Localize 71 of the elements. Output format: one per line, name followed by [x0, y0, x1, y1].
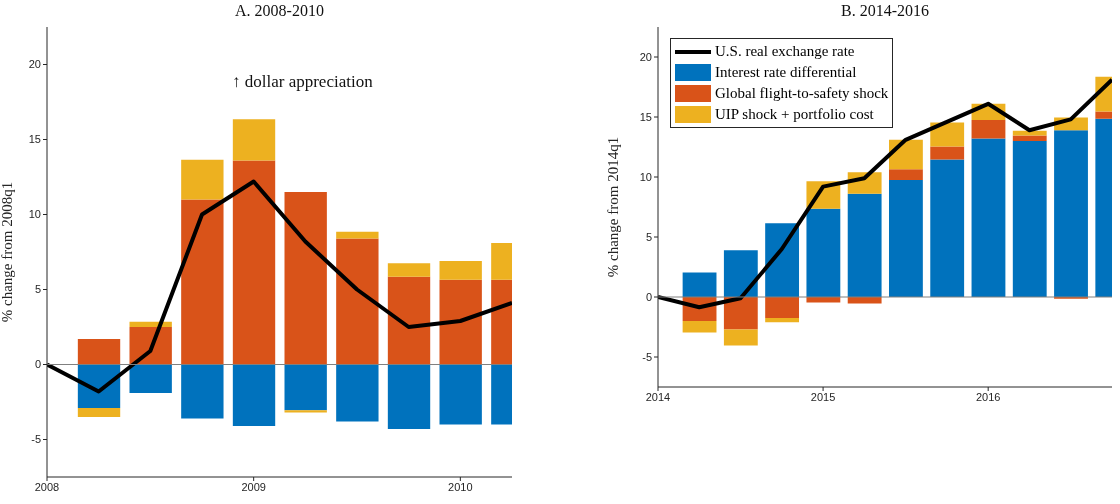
y-axis-title: % change from 2008q1	[0, 181, 16, 323]
bar	[336, 231, 379, 239]
line-series	[658, 77, 1112, 310]
bar	[930, 122, 965, 147]
x-tick-label: 2010	[448, 480, 473, 493]
chart-title: A. 2008-2010	[234, 2, 325, 20]
bar	[387, 364, 431, 429]
bar	[77, 408, 121, 417]
bar	[1012, 141, 1047, 297]
legend-label: U.S. real exchange rate	[715, 43, 855, 60]
bar	[1012, 130, 1047, 136]
bar	[682, 321, 717, 333]
bar	[439, 364, 482, 425]
y-tick-label: 5	[34, 283, 41, 296]
bar	[181, 364, 224, 419]
bar	[439, 279, 482, 365]
bar	[181, 199, 224, 365]
y-tick-label: 20	[28, 58, 41, 71]
bar	[723, 250, 758, 297]
bar	[129, 364, 172, 393]
bar	[232, 119, 276, 161]
x-tick-label: 2016	[975, 390, 1001, 403]
bar	[971, 138, 1006, 297]
y-tick-label: 15	[28, 133, 41, 146]
legend-label: Global flight-to-safety shock	[715, 85, 889, 102]
y-tick-label: 15	[639, 110, 652, 123]
bar	[930, 159, 965, 297]
bar	[889, 169, 923, 180]
bar	[232, 364, 276, 426]
bar	[232, 160, 276, 365]
annotation: ↑ dollar appreciation	[232, 72, 373, 92]
bar	[971, 120, 1006, 139]
chart-title: B. 2014-2016	[840, 2, 930, 20]
y-tick-label: 0	[34, 358, 41, 371]
bar	[723, 297, 758, 330]
line-series	[47, 179, 512, 394]
x-tick-label: 2008	[34, 480, 60, 493]
bar	[847, 193, 882, 297]
bar	[889, 139, 923, 170]
y-tick-label: 10	[28, 208, 41, 221]
bar	[284, 364, 327, 411]
bar	[1054, 130, 1088, 297]
y-tick-label: 0	[645, 290, 652, 303]
bar	[723, 329, 758, 346]
legend-label: UIP shock + portfolio cost	[715, 106, 874, 123]
y-tick-label: 10	[639, 170, 652, 183]
bar	[284, 192, 327, 365]
bar	[336, 238, 379, 365]
bar	[806, 208, 841, 297]
bar	[439, 261, 482, 280]
bar	[181, 159, 224, 200]
y-axis-title: % change from 2014q1	[605, 136, 622, 278]
y-tick-label: -5	[31, 433, 41, 446]
bar	[765, 318, 800, 323]
bar	[387, 263, 431, 277]
bar	[77, 339, 121, 365]
bar	[1012, 135, 1047, 141]
bar	[336, 364, 379, 422]
y-tick-label: 5	[645, 230, 652, 243]
y-tick-label: -5	[642, 350, 652, 363]
bar	[284, 410, 327, 413]
bar	[682, 272, 717, 297]
bar	[930, 146, 965, 160]
x-tick-label: 2015	[810, 390, 836, 403]
bar	[387, 276, 431, 365]
x-tick-label: 2014	[645, 390, 671, 403]
bar	[889, 180, 923, 297]
x-tick-label: 2009	[241, 480, 266, 493]
legend-label: Interest rate differential	[715, 64, 857, 81]
bar	[765, 297, 800, 318]
y-tick-label: 20	[639, 50, 652, 63]
